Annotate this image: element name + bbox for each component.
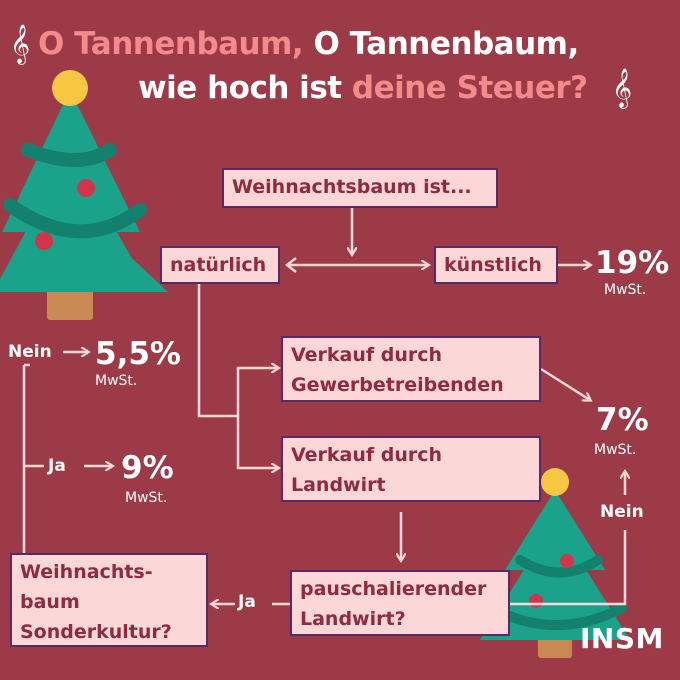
label-ja-left: Ja (48, 456, 66, 476)
arrow-to-farmer (236, 416, 278, 468)
connector-nein-right (508, 530, 627, 606)
christmas-tree-icon (0, 70, 168, 320)
outcome-9-percent: 9% (121, 450, 174, 486)
arrow-business-7 (540, 367, 590, 400)
node-sale-business-line2: Gewerbetreibenden (291, 374, 504, 396)
node-natural: natürlich (160, 246, 280, 284)
node-flat-rate-line1: pauschalierender (300, 578, 487, 600)
outcome-19-percent: 19% (595, 245, 670, 281)
clef-icon: 𝄞 (612, 68, 633, 108)
node-flat-rate-line2: Landwirt? (300, 608, 406, 630)
label-nein-right: Nein (600, 502, 644, 522)
label-ja-bottom: Ja (238, 592, 256, 612)
arrow-to-business (236, 368, 278, 416)
node-start: Weihnachtsbaum ist... (222, 168, 498, 208)
title-line-2: wie hoch ist deine Steuer? (138, 70, 588, 106)
arrowhead-left (284, 257, 297, 273)
outcome-7-unit: MwSt. (594, 442, 637, 458)
outcome-9-unit: MwSt. (125, 490, 168, 506)
node-special-crop-line2: baum (20, 591, 80, 613)
node-special-crop-line1: Weihnachts- (20, 561, 153, 583)
node-special-crop-line3: Sonderkultur? (20, 621, 172, 643)
outcome-19-unit: MwSt. (604, 282, 647, 298)
brand-logo: INSM (580, 622, 664, 655)
christmas-tree-icon (480, 468, 630, 658)
outcome-7-percent: 7% (596, 402, 649, 438)
title-text-2: wie hoch ist (138, 70, 342, 106)
node-artificial: künstlich (434, 246, 558, 284)
node-flat-rate-farmer: pauschalierender Landwirt? (290, 570, 510, 636)
clef-icon: 𝄞 (10, 24, 31, 64)
node-sale-farmer-line1: Verkauf durch (291, 444, 443, 466)
node-special-crop: Weihnachts- baum Sonderkultur? (10, 553, 208, 647)
node-sale-business-line1: Verkauf durch (291, 344, 443, 366)
node-sale-business: Verkauf durch Gewerbetreibenden (281, 336, 541, 402)
title-text-1: O Tannenbaum, (313, 26, 580, 62)
outcome-5-5-percent: 5,5% (95, 336, 181, 372)
outcome-5-5-unit: MwSt. (95, 373, 138, 389)
title-accent-2: deine Steuer? (351, 70, 588, 106)
node-sale-farmer-line2: Landwirt (291, 474, 386, 496)
title-accent-1: O Tannenbaum, (38, 26, 304, 62)
connector-natural-split (197, 282, 230, 418)
label-nein-left: Nein (8, 342, 52, 362)
node-sale-farmer: Verkauf durch Landwirt (281, 436, 541, 502)
title-line-1: O Tannenbaum, O Tannenbaum, (38, 26, 579, 62)
